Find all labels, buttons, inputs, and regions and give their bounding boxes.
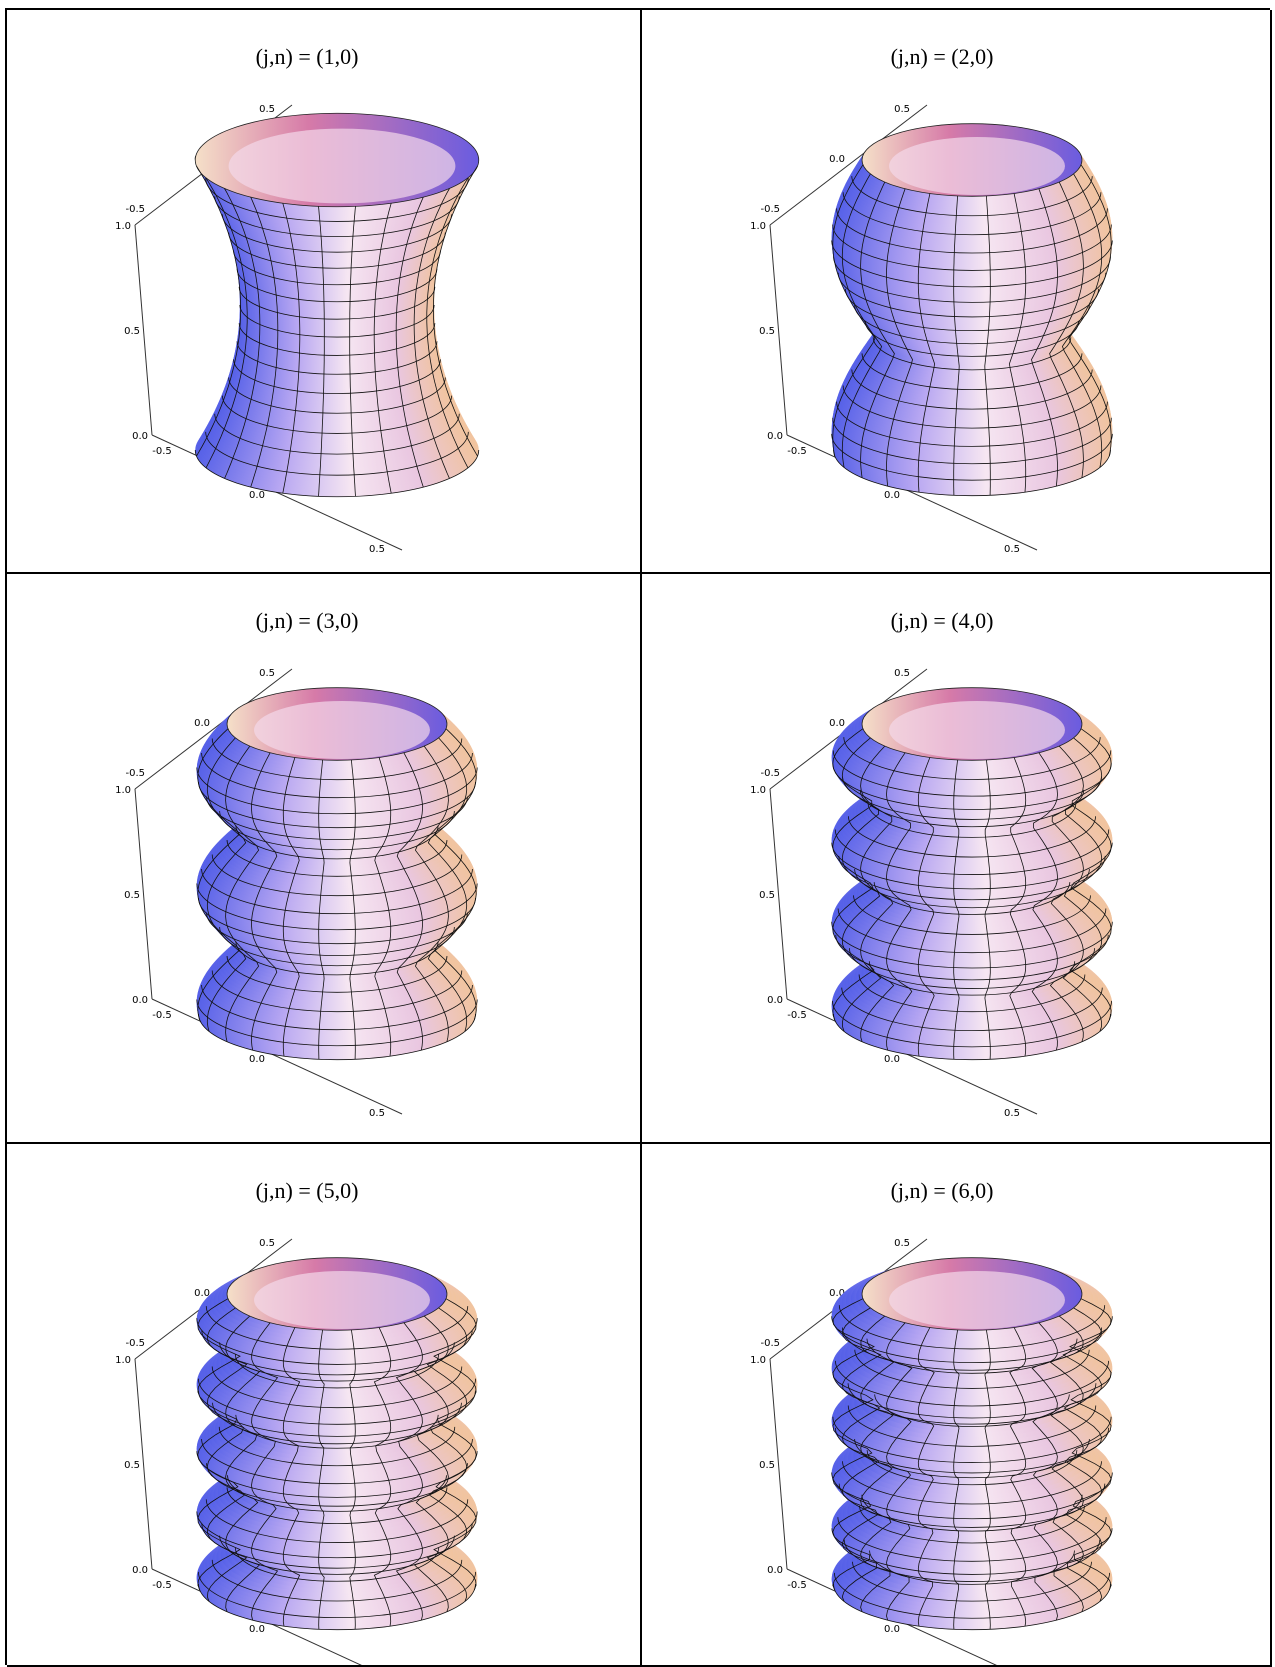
panel-title: (j,n) = (4,0) bbox=[891, 608, 994, 633]
panel: (j,n) = (4,0) 1.0 0.5 0.0 -0.5 0.0 0.5 -0.5 0.0 0… bbox=[642, 574, 1272, 1144]
top-tick-label: 0.0 bbox=[829, 718, 845, 729]
top-tick-label: -0.5 bbox=[760, 768, 780, 779]
vertical-tick-label: 0.0 bbox=[132, 431, 148, 442]
bottom-tick-label: 0.5 bbox=[1004, 544, 1020, 555]
panel: (j,n) = (2,0) 1.0 0.5 0.0 -0.5 0.0 0.5 -0.5 0.0 0… bbox=[642, 10, 1272, 574]
top-tick-label: 0.5 bbox=[894, 1238, 910, 1249]
panel: (j,n) = (6,0)1.00.50.0-0.50.00.5-0.50.00… bbox=[642, 1144, 1272, 1667]
vertical-tick-label: 0.0 bbox=[132, 1565, 148, 1576]
top-tick-label: 0.5 bbox=[259, 104, 275, 115]
vertical-tick-label: 1.0 bbox=[115, 785, 131, 796]
surface-opening bbox=[889, 701, 1065, 759]
panel-title: (j,n) = (6,0) bbox=[891, 1178, 994, 1203]
bottom-tick-label: -0.5 bbox=[787, 1580, 807, 1591]
panel-title: (j,n) = (5,0) bbox=[256, 1178, 359, 1203]
panel-title: (j,n) = (3,0) bbox=[256, 608, 359, 633]
surface-opening bbox=[229, 129, 456, 204]
vertical-tick-label: 0.5 bbox=[759, 890, 775, 901]
page: (j,n) = (1,0) 1.0 0.5 0.0 -0.5 0.0 0.5 -0.5 0.0 0… bbox=[0, 0, 1275, 1665]
top-tick-label: -0.5 bbox=[125, 204, 145, 215]
vertical-tick-label: 0.0 bbox=[132, 995, 148, 1006]
surface-plot: (j,n) = (6,0)1.00.50.0-0.50.00.5-0.50.00… bbox=[642, 1144, 1272, 1667]
bottom-tick-label: -0.5 bbox=[787, 1010, 807, 1021]
vertical-tick-label: 1.0 bbox=[115, 1355, 131, 1366]
bottom-tick-label: 0.5 bbox=[369, 1108, 385, 1119]
top-tick-label: -0.5 bbox=[760, 1338, 780, 1349]
figure-grid: (j,n) = (1,0) 1.0 0.5 0.0 -0.5 0.0 0.5 -0.5 0.0 0… bbox=[5, 8, 1270, 1665]
bottom-tick-label: -0.5 bbox=[152, 1010, 172, 1021]
vertical-tick-label: 1.0 bbox=[750, 1355, 766, 1366]
surface-plot: (j,n) = (3,0) 1.0 0.5 0.0 -0.5 0.0 0.5 -0.5 0.0 0… bbox=[7, 574, 642, 1144]
bottom-tick-label: 0.0 bbox=[249, 1054, 265, 1065]
vertical-tick-label: 1.0 bbox=[115, 221, 131, 232]
bottom-tick-label: 0.0 bbox=[884, 1624, 900, 1635]
top-tick-label: 0.0 bbox=[194, 718, 210, 729]
surface-opening bbox=[889, 1271, 1065, 1329]
surface-plot: (j,n) = (5,0)1.00.50.0-0.50.00.5-0.50.00… bbox=[7, 1144, 642, 1667]
panel-title: (j,n) = (1,0) bbox=[256, 44, 359, 69]
bottom-tick-label: 0.0 bbox=[884, 490, 900, 501]
vertical-tick-label: 1.0 bbox=[750, 221, 766, 232]
vertical-tick-label: 1.0 bbox=[750, 785, 766, 796]
surface-opening bbox=[254, 701, 430, 759]
top-tick-label: 0.5 bbox=[894, 104, 910, 115]
vertical-tick-label: 0.0 bbox=[767, 431, 783, 442]
surface-plot: (j,n) = (2,0) 1.0 0.5 0.0 -0.5 0.0 0.5 -0.5 0.0 0… bbox=[642, 10, 1272, 574]
vertical-tick-label: 0.0 bbox=[767, 995, 783, 1006]
top-tick-label: -0.5 bbox=[760, 204, 780, 215]
bottom-tick-label: 0.0 bbox=[884, 1054, 900, 1065]
surface-plot: (j,n) = (1,0)1.00.50.0-0.50.00.5-0.50.00… bbox=[7, 10, 642, 574]
top-tick-label: 0.0 bbox=[829, 154, 845, 165]
panel: (j,n) = (5,0)1.00.50.0-0.50.00.5-0.50.00… bbox=[7, 1144, 642, 1667]
bottom-tick-label: 0.0 bbox=[249, 1624, 265, 1635]
bottom-tick-label: -0.5 bbox=[152, 1580, 172, 1591]
top-tick-label: -0.5 bbox=[125, 768, 145, 779]
bottom-tick-label: -0.5 bbox=[152, 446, 172, 457]
top-tick-label: -0.5 bbox=[125, 1338, 145, 1349]
top-tick-label: 0.5 bbox=[259, 668, 275, 679]
vertical-tick-label: 0.5 bbox=[124, 1460, 140, 1471]
top-tick-label: 0.5 bbox=[894, 668, 910, 679]
surface-opening bbox=[889, 137, 1065, 195]
bottom-tick-label: -0.5 bbox=[787, 446, 807, 457]
panel: (j,n) = (1,0)1.00.50.0-0.50.00.5-0.50.00… bbox=[7, 10, 642, 574]
panel: (j,n) = (3,0) 1.0 0.5 0.0 -0.5 0.0 0.5 -0.5 0.0 0… bbox=[7, 574, 642, 1144]
vertical-tick-label: 0.5 bbox=[124, 890, 140, 901]
vertical-tick-label: 0.5 bbox=[759, 1460, 775, 1471]
panel-title: (j,n) = (2,0) bbox=[891, 44, 994, 69]
surface-plot: (j,n) = (4,0) 1.0 0.5 0.0 -0.5 0.0 0.5 -0.5 0.0 0… bbox=[642, 574, 1272, 1144]
vertical-tick-label: 0.5 bbox=[759, 326, 775, 337]
vertical-tick-label: 0.5 bbox=[124, 326, 140, 337]
bottom-tick-label: 0.5 bbox=[369, 544, 385, 555]
vertical-tick-label: 0.0 bbox=[767, 1565, 783, 1576]
top-tick-label: 0.5 bbox=[259, 1238, 275, 1249]
bottom-tick-label: 0.0 bbox=[249, 490, 265, 501]
bottom-tick-label: 0.5 bbox=[1004, 1108, 1020, 1119]
surface-opening bbox=[254, 1271, 430, 1329]
